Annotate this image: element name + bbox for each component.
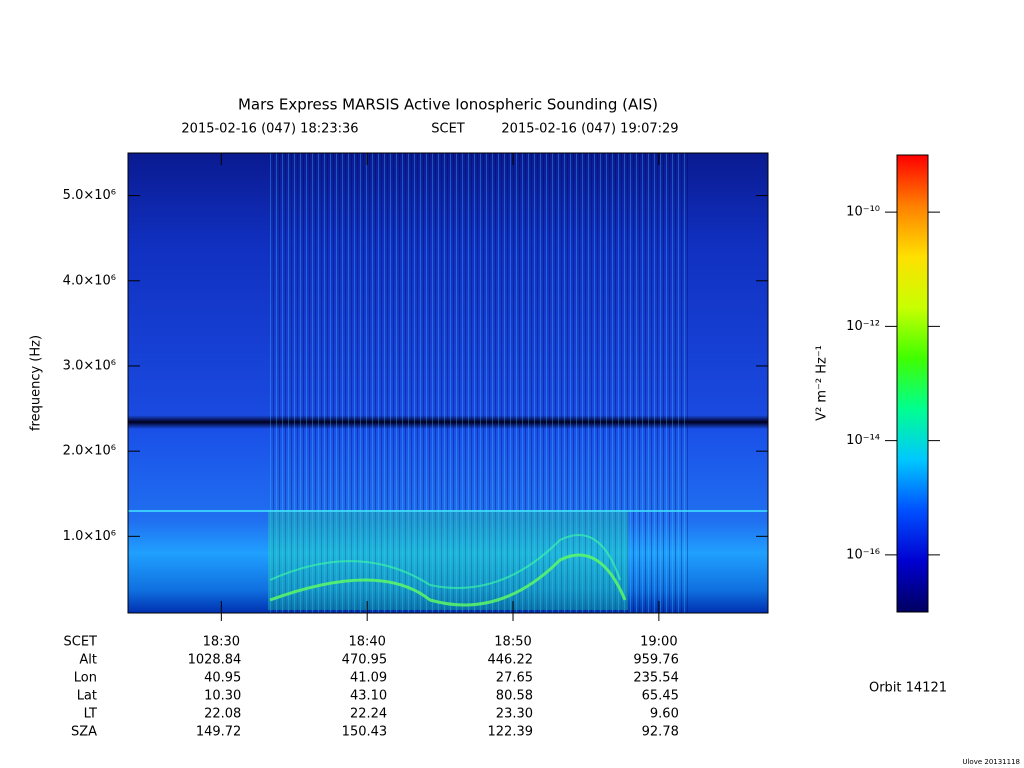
ephemeris-value: 10.30	[204, 689, 241, 704]
ephemeris-value: 23.30	[496, 707, 533, 722]
ephemeris-value: 43.10	[350, 689, 387, 704]
ephemeris-label: Lon	[74, 671, 97, 686]
x-tick-label: 18:30	[203, 635, 240, 650]
subtitle-end: 2015-02-16 (047) 19:07:29	[501, 122, 678, 137]
ephemeris-value: 470.95	[342, 653, 388, 668]
ephemeris-value: 1028.84	[188, 653, 242, 668]
ephemeris-value: 27.65	[496, 671, 533, 686]
footer: Ulove 20131118	[962, 758, 1020, 766]
colorbar	[896, 154, 929, 613]
y-tick-label: 5.0×10⁶	[63, 188, 116, 203]
ephemeris-value: 22.08	[204, 707, 241, 722]
ephemeris-value: 41.09	[350, 671, 387, 686]
x-tick-label: 18:40	[348, 635, 385, 650]
y-tick-label: 3.0×10⁶	[63, 358, 116, 373]
ephemeris-value: 40.95	[204, 671, 241, 686]
subtitle-frame: SCET	[431, 122, 465, 137]
orbit: Orbit 14121	[869, 681, 947, 696]
ephemeris-value: 446.22	[488, 653, 534, 668]
ephemeris-time-label: SCET	[64, 635, 98, 650]
colorbar-tick-label: 10⁻¹²	[846, 319, 880, 334]
colorbar-tick-label: 10⁻¹⁰	[846, 205, 880, 220]
y-tick-label: 1.0×10⁶	[63, 529, 116, 544]
ephemeris-label: Lat	[77, 689, 97, 704]
colorbar-tick-label: 10⁻¹⁶	[846, 547, 880, 562]
chart-title: Mars Express MARSIS Active Ionospheric S…	[238, 96, 658, 114]
ephemeris-value: 65.45	[642, 689, 679, 704]
ephemeris-value: 235.54	[633, 671, 679, 686]
ephemeris-value: 92.78	[642, 725, 679, 740]
ephemeris-value: 80.58	[496, 689, 533, 704]
x-tick-label: 18:50	[494, 635, 531, 650]
ephemeris-value: 150.43	[342, 725, 388, 740]
ephemeris-value: 22.24	[350, 707, 387, 722]
spectrogram	[127, 152, 769, 614]
ephemeris-value: 149.72	[196, 725, 242, 740]
colorbar-label: V² m⁻² Hz⁻¹	[815, 345, 830, 421]
colorbar-tick-label: 10⁻¹⁴	[846, 433, 880, 448]
x-tick-label: 19:00	[640, 635, 677, 650]
ephemeris-label: SZA	[71, 725, 97, 740]
ephemeris-label: Alt	[79, 653, 97, 668]
ephemeris-value: 122.39	[488, 725, 534, 740]
y-tick-label: 4.0×10⁶	[63, 273, 116, 288]
ephemeris-value: 9.60	[650, 707, 679, 722]
ephemeris-value: 959.76	[633, 653, 679, 668]
ephemeris-label: LT	[84, 707, 97, 722]
y-axis-label: frequency (Hz)	[29, 335, 44, 431]
y-tick-label: 2.0×10⁶	[63, 444, 116, 459]
subtitle-start: 2015-02-16 (047) 18:23:36	[181, 122, 358, 137]
